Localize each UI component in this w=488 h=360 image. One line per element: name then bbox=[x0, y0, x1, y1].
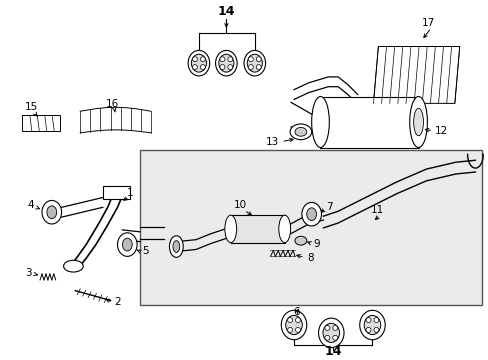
Bar bbox=[230, 215, 284, 243]
Circle shape bbox=[192, 57, 197, 62]
Circle shape bbox=[256, 57, 261, 62]
Ellipse shape bbox=[47, 206, 57, 219]
Ellipse shape bbox=[294, 127, 306, 136]
Polygon shape bbox=[373, 46, 459, 103]
Circle shape bbox=[295, 318, 300, 323]
Ellipse shape bbox=[364, 315, 380, 334]
Ellipse shape bbox=[188, 50, 209, 76]
Ellipse shape bbox=[289, 124, 311, 140]
Ellipse shape bbox=[301, 202, 321, 226]
Ellipse shape bbox=[278, 215, 290, 243]
Circle shape bbox=[248, 57, 253, 62]
Circle shape bbox=[192, 65, 197, 69]
Text: 4: 4 bbox=[27, 201, 34, 210]
Ellipse shape bbox=[191, 54, 206, 72]
Text: 17: 17 bbox=[421, 18, 434, 28]
Text: 3: 3 bbox=[25, 268, 32, 278]
Circle shape bbox=[324, 335, 329, 340]
Text: 16: 16 bbox=[106, 99, 119, 109]
Text: 13: 13 bbox=[265, 137, 279, 147]
Ellipse shape bbox=[247, 54, 262, 72]
Ellipse shape bbox=[359, 310, 385, 340]
Ellipse shape bbox=[244, 50, 265, 76]
Ellipse shape bbox=[215, 50, 237, 76]
Circle shape bbox=[324, 325, 329, 330]
Ellipse shape bbox=[63, 260, 83, 272]
Bar bbox=[22, 115, 60, 131]
Circle shape bbox=[332, 335, 337, 340]
Ellipse shape bbox=[294, 236, 306, 245]
Ellipse shape bbox=[122, 238, 132, 251]
Text: 2: 2 bbox=[114, 297, 121, 307]
Circle shape bbox=[287, 318, 292, 323]
Text: 11: 11 bbox=[370, 205, 383, 215]
Ellipse shape bbox=[413, 108, 423, 136]
Circle shape bbox=[373, 328, 378, 332]
Circle shape bbox=[200, 57, 205, 62]
Bar bbox=[140, 150, 481, 305]
Ellipse shape bbox=[409, 96, 427, 148]
Circle shape bbox=[227, 57, 232, 62]
Circle shape bbox=[287, 328, 292, 332]
Ellipse shape bbox=[169, 236, 183, 257]
Circle shape bbox=[373, 318, 378, 323]
Circle shape bbox=[220, 65, 224, 69]
Ellipse shape bbox=[173, 241, 180, 252]
Ellipse shape bbox=[306, 208, 316, 221]
Text: 6: 6 bbox=[293, 307, 300, 317]
Ellipse shape bbox=[281, 310, 306, 340]
Text: 12: 12 bbox=[434, 126, 447, 136]
Circle shape bbox=[366, 318, 370, 323]
Text: 10: 10 bbox=[233, 201, 246, 210]
Ellipse shape bbox=[218, 54, 233, 72]
Circle shape bbox=[332, 325, 337, 330]
Text: 14: 14 bbox=[324, 345, 341, 358]
Circle shape bbox=[366, 328, 370, 332]
Text: 8: 8 bbox=[306, 253, 313, 263]
Text: 7: 7 bbox=[325, 202, 332, 212]
Bar bbox=[102, 186, 130, 199]
Ellipse shape bbox=[117, 233, 137, 256]
Circle shape bbox=[256, 65, 261, 69]
Text: 15: 15 bbox=[24, 102, 38, 112]
Ellipse shape bbox=[42, 201, 61, 224]
Circle shape bbox=[227, 65, 232, 69]
Text: 14: 14 bbox=[217, 5, 235, 18]
Ellipse shape bbox=[318, 318, 344, 347]
Ellipse shape bbox=[311, 96, 328, 148]
Circle shape bbox=[220, 57, 224, 62]
Ellipse shape bbox=[224, 215, 236, 243]
Text: 5: 5 bbox=[142, 247, 148, 256]
Circle shape bbox=[200, 65, 205, 69]
Text: 1: 1 bbox=[127, 188, 133, 198]
Text: 9: 9 bbox=[313, 239, 320, 249]
Ellipse shape bbox=[323, 323, 339, 342]
Circle shape bbox=[295, 328, 300, 332]
Bar bbox=[320, 96, 418, 148]
Circle shape bbox=[248, 65, 253, 69]
Ellipse shape bbox=[285, 315, 302, 334]
